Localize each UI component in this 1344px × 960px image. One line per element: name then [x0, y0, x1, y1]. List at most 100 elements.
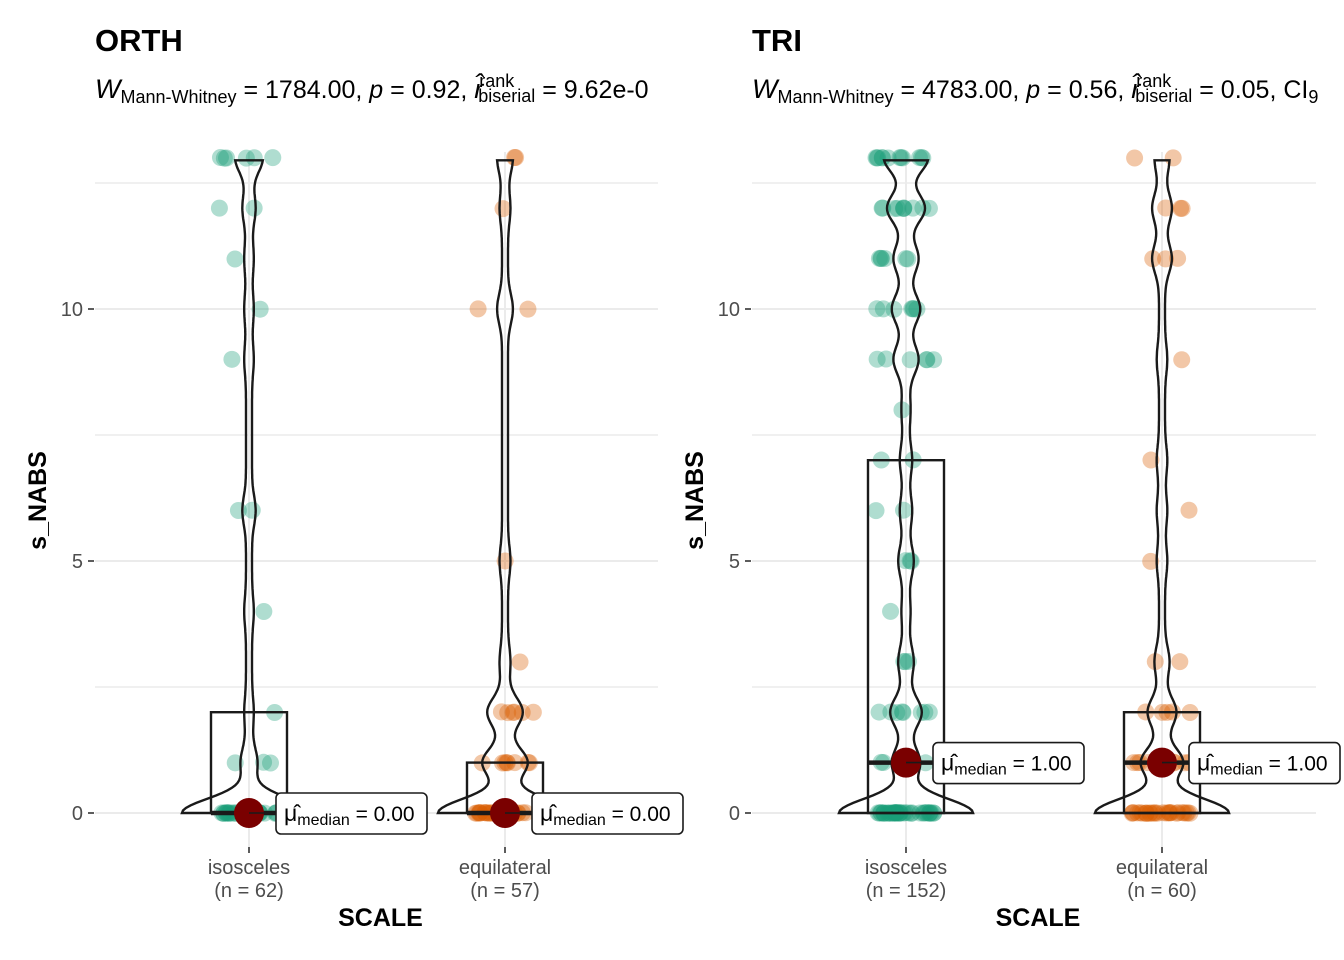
median-label-box	[932, 741, 1085, 785]
data-point	[245, 199, 263, 217]
data-point	[1142, 552, 1160, 570]
data-point	[916, 703, 934, 721]
data-point	[904, 199, 922, 217]
data-point	[868, 300, 886, 318]
x-tick-n-label: (n = 60)	[1127, 880, 1196, 902]
data-point	[1169, 249, 1187, 267]
data-point	[218, 149, 236, 167]
group-isosceles: isosceles(n = 152) μ̂median = 1.00	[837, 148, 1085, 902]
data-point	[505, 703, 523, 721]
data-point	[882, 602, 900, 620]
data-point	[506, 149, 524, 167]
data-point	[245, 149, 263, 167]
x-axis-label: SCALE	[338, 904, 423, 932]
violin	[436, 159, 574, 815]
panel-subtitle: WMann-Whitney = 4783.00, p = 0.56, r̂ran…	[752, 71, 1318, 107]
data-point	[494, 200, 512, 218]
data-point	[870, 249, 888, 267]
group-equilateral: equilateral(n = 60) μ̂median = 1.00	[1093, 149, 1341, 902]
data-point	[873, 149, 891, 167]
data-point	[925, 351, 943, 369]
data-point	[211, 149, 229, 167]
data-point	[918, 351, 936, 369]
data-point	[901, 351, 919, 369]
y-tick-label: 10	[61, 299, 83, 321]
data-point	[869, 149, 887, 167]
data-point	[872, 249, 890, 267]
violin	[180, 159, 318, 815]
data-point	[1172, 199, 1190, 217]
data-point	[1157, 250, 1175, 268]
x-axis-label: SCALE	[996, 904, 1081, 932]
data-point	[876, 249, 894, 267]
panel-title: ORTH	[95, 23, 183, 58]
x-tick-n-label: (n = 57)	[470, 880, 539, 902]
median-label: μ̂median = 0.00	[284, 800, 415, 829]
median-label-box	[1188, 741, 1341, 785]
panel-title: TRI	[752, 23, 802, 58]
data-point	[223, 350, 241, 368]
data-point	[1180, 501, 1198, 519]
data-point	[262, 754, 280, 772]
data-point	[255, 753, 273, 771]
data-point	[874, 300, 892, 318]
subtitle-text: WMann-Whitney = 4783.00, p = 0.56, r̂ran…	[752, 71, 1318, 107]
data-point	[229, 501, 247, 519]
data-point	[492, 703, 510, 721]
data-point	[251, 300, 269, 318]
data-point	[499, 704, 517, 722]
data-point	[896, 653, 914, 671]
x-tick-n-label: (n = 152)	[866, 880, 947, 902]
panel-subtitle: WMann-Whitney = 1784.00, p = 0.92, r̂ran…	[95, 71, 649, 107]
data-point	[917, 351, 935, 369]
data-point	[1126, 149, 1144, 167]
y-tick-label: 5	[72, 551, 83, 573]
data-point	[912, 148, 930, 166]
data-point	[237, 149, 255, 167]
y-tick-label: 10	[718, 299, 740, 321]
data-point	[867, 149, 885, 167]
x-tick-label: equilateral	[1116, 857, 1208, 879]
data-point	[215, 149, 233, 167]
data-point	[894, 703, 912, 721]
x-tick-label: isosceles	[865, 857, 947, 879]
median-label-box	[531, 792, 684, 835]
data-point	[888, 199, 906, 217]
data-point	[873, 149, 891, 167]
data-point	[511, 653, 529, 671]
data-point	[255, 603, 273, 621]
data-point	[895, 199, 913, 217]
data-point	[892, 149, 910, 167]
data-point	[904, 300, 922, 318]
data-point	[910, 149, 928, 167]
x-tick-label: isosceles	[208, 857, 290, 879]
data-point	[894, 149, 912, 167]
data-point	[1157, 199, 1175, 217]
data-point	[504, 703, 522, 721]
data-point	[885, 300, 903, 318]
violin	[837, 159, 975, 815]
median-label: μ̂median = 0.00	[540, 800, 671, 829]
panel-tri: TRI WMann-Whitney = 4783.00, p = 0.56, r̂…	[681, 23, 1341, 932]
group-equilateral: equilateral(n = 57) μ̂median = 0.00	[436, 149, 684, 902]
data-point	[877, 350, 895, 368]
data-point	[908, 300, 926, 318]
data-point	[519, 300, 537, 318]
data-point	[1171, 653, 1189, 671]
data-point	[1173, 199, 1191, 217]
data-point	[1173, 351, 1191, 369]
data-point	[507, 149, 525, 167]
data-point	[914, 199, 932, 217]
data-point	[902, 552, 920, 570]
data-point	[524, 703, 542, 721]
data-point	[920, 703, 938, 721]
data-point	[891, 149, 909, 167]
data-point	[899, 250, 917, 268]
data-point	[870, 703, 888, 721]
data-point	[1142, 451, 1160, 469]
data-point	[872, 249, 890, 267]
data-point	[903, 300, 921, 318]
data-point	[867, 502, 885, 520]
data-point	[868, 350, 886, 368]
